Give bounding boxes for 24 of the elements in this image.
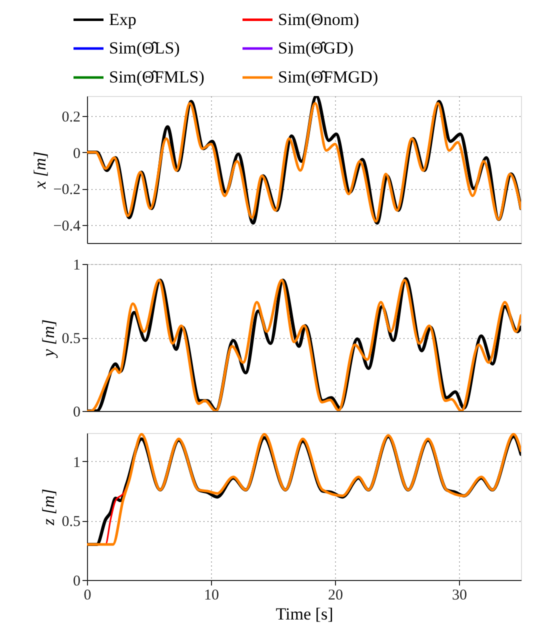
x-tick-label: 10 — [204, 588, 219, 604]
y-axis-title: y [m] — [38, 319, 58, 359]
legend-label: Sim(Θ̂FMGD) — [278, 68, 378, 86]
y-tick-label: 0.2 — [62, 109, 80, 126]
y-tick-label: 0.5 — [62, 331, 80, 347]
y-tick-label: 0 — [73, 146, 80, 162]
y-tick-label: 0 — [73, 574, 80, 590]
legend-label: Sim(Θ̂FMLS) — [109, 68, 204, 86]
y-tick-label: 1 — [73, 258, 80, 274]
y-axis-title: z [m] — [38, 488, 58, 526]
legend-label: Sim(Θ̂GD) — [278, 38, 354, 58]
x-axis-title: Time [s] — [276, 604, 334, 624]
y-tick-label: −0.4 — [53, 218, 81, 234]
legend-label: Sim(Θ̂LS) — [109, 38, 180, 58]
y-tick-label: 0.5 — [62, 514, 80, 530]
x-tick-label: 0 — [84, 588, 92, 604]
y-axis-title: x [m] — [30, 151, 50, 190]
x-tick-label: 20 — [328, 588, 343, 604]
y-tick-label: −0.2 — [53, 182, 80, 198]
legend-label: Sim(Θnom) — [278, 10, 360, 29]
legend-label: Exp — [109, 10, 136, 29]
x-tick-label: 30 — [452, 588, 467, 604]
y-tick-label: 1 — [73, 454, 80, 471]
y-tick-label: 0 — [73, 404, 80, 420]
